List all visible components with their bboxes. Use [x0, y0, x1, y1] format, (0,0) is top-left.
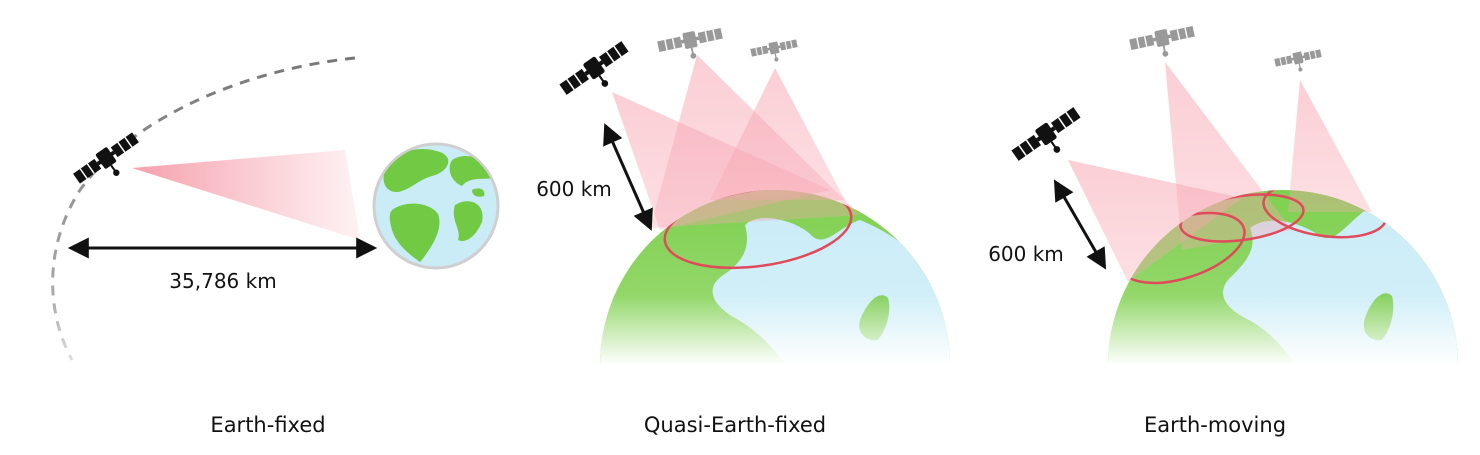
double-arrow-icon: [603, 123, 653, 231]
satellite-icon: [556, 37, 636, 109]
panel-earth-fixed: 35,786 km Earth-fixed: [51, 56, 500, 437]
distance-label: 35,786 km: [169, 269, 276, 293]
beam-cone: [132, 150, 360, 240]
satellite-icon: [655, 24, 726, 67]
orbit-path: [51, 56, 356, 361]
earth-surface: [600, 190, 950, 365]
panel-caption: Earth-fixed: [210, 413, 325, 437]
footprint-ellipse: [1179, 193, 1305, 243]
distance-label: 600 km: [988, 242, 1064, 266]
beam-cone: [612, 92, 830, 230]
globe-icon: [372, 142, 500, 270]
satellite-icon: [1273, 46, 1324, 77]
double-arrow-icon: [1053, 179, 1107, 270]
beam-cone: [1288, 80, 1372, 212]
distance-label: 600 km: [536, 177, 612, 201]
panel-caption: Earth-moving: [1144, 413, 1286, 437]
panel-earth-moving: 600 km Earth-moving: [988, 22, 1458, 437]
panel-caption: Quasi-Earth-fixed: [644, 413, 826, 437]
satellite-icon: [749, 36, 800, 67]
beam-cone: [1068, 160, 1242, 282]
satellite-icon: [1127, 22, 1198, 65]
panel-quasi-earth-fixed: 600 km Quasi-Earth-fixed: [536, 24, 950, 437]
